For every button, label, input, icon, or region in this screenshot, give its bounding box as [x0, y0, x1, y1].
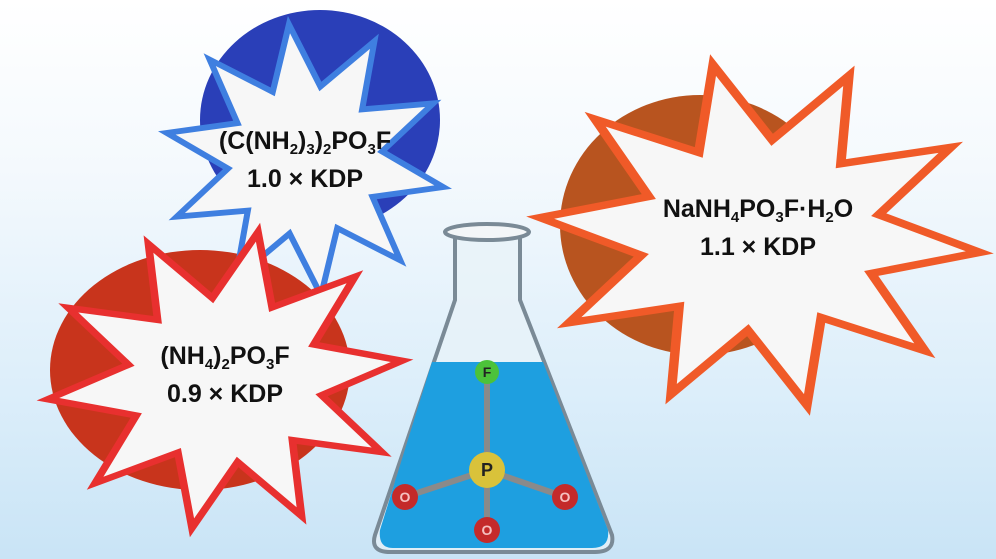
starburst-inner [554, 75, 966, 395]
formula: (C(NH2)3)2PO3F [218, 127, 392, 158]
starburst-inner [175, 33, 435, 287]
ratio: 1.1 × KDP [699, 233, 817, 261]
ratio: 1.0 × KDP [246, 165, 364, 193]
atom-o: O [399, 489, 411, 505]
oxygen-atom [392, 484, 418, 510]
fluorine-atom [475, 360, 499, 384]
atom-p: P [480, 460, 494, 480]
atom-o: O [481, 522, 493, 538]
atom-f: F [482, 364, 492, 380]
oxygen-atom [552, 484, 578, 510]
flask [372, 222, 615, 554]
atom-o: O [559, 489, 571, 505]
starburst-inner [59, 241, 391, 519]
phosphorus-atom [469, 452, 505, 488]
formula: (NH4)2PO3F [160, 342, 290, 373]
compound-label-ammonium: (NH4)2PO3F 0.9 × KDP [160, 337, 289, 413]
ratio: 0.9 × KDP [166, 380, 284, 408]
compound-label-sodium-ammonium: NaNH4PO3F·H2O 1.1 × KDP [663, 190, 853, 266]
formula: NaNH4PO3F·H2O [662, 195, 854, 226]
compound-label-guanidinium: (C(NH2)3)2PO3F 1.0 × KDP [219, 122, 391, 198]
oxygen-atom [474, 517, 500, 543]
